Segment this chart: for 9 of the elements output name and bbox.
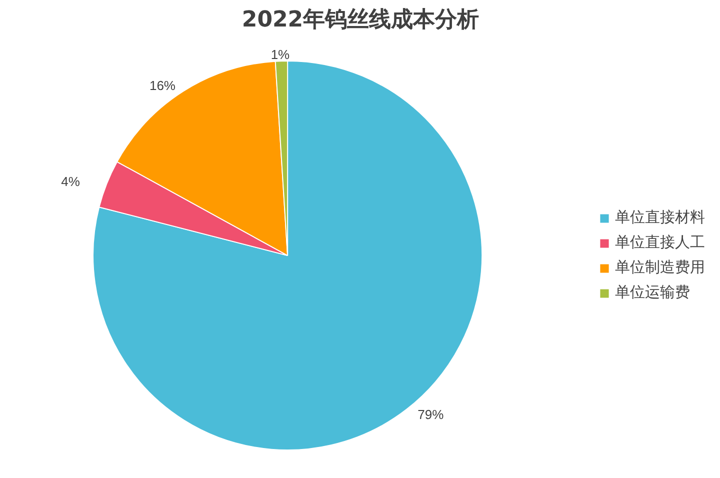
- legend-label: 单位直接人工: [615, 233, 705, 252]
- legend-label: 单位运输费: [615, 283, 690, 302]
- chart-title: 2022年钨丝线成本分析: [242, 8, 480, 32]
- data-label: 1%: [270, 46, 290, 62]
- data-label: 4%: [61, 174, 80, 189]
- legend-label: 单位制造费用: [615, 258, 705, 277]
- legend-label: 单位直接材料: [615, 208, 705, 227]
- data-label: 79%: [418, 407, 444, 422]
- data-label: 16%: [149, 78, 176, 94]
